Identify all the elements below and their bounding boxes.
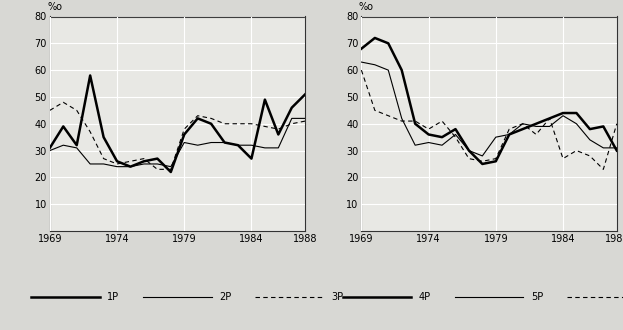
Text: 1P: 1P <box>107 292 119 302</box>
Text: 2P: 2P <box>219 292 232 302</box>
Text: 4P: 4P <box>419 292 431 302</box>
Text: %o: %o <box>359 2 374 12</box>
Text: 5P: 5P <box>531 292 543 302</box>
Text: 3P: 3P <box>331 292 343 302</box>
Text: %o: %o <box>47 2 62 12</box>
